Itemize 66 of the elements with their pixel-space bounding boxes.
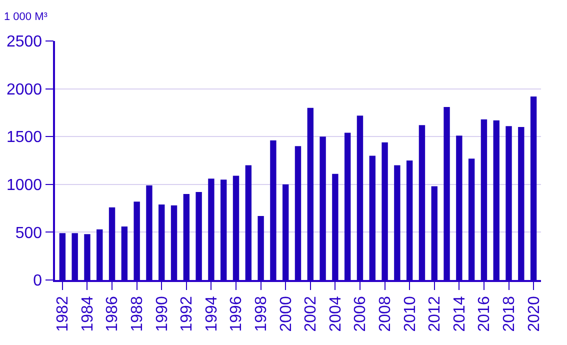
- bar: [382, 142, 388, 280]
- x-tick-label: 2008: [376, 296, 394, 332]
- bar: [282, 184, 289, 280]
- bar: [294, 146, 302, 280]
- bar: [183, 194, 190, 280]
- bar: [134, 202, 140, 280]
- bar: [258, 216, 264, 280]
- x-tick-label: 1982: [54, 296, 72, 332]
- x-tick-label: 1986: [104, 296, 122, 332]
- bar: [170, 205, 178, 280]
- bar: [220, 180, 227, 280]
- bar: [208, 178, 214, 280]
- x-tick-label: 1996: [228, 296, 246, 332]
- y-axis-title: 1 000 M³: [4, 11, 48, 23]
- x-tick-label: 1994: [203, 296, 220, 332]
- x-tick-label: 1984: [79, 296, 96, 332]
- x-tick-label: 1998: [253, 296, 270, 332]
- bar: [96, 229, 103, 280]
- bar: [146, 185, 152, 280]
- bar: [418, 125, 426, 280]
- x-tick-label: 1992: [178, 296, 196, 332]
- y-tick-label: 1500: [6, 129, 42, 146]
- y-tick-label: 0: [33, 272, 42, 290]
- x-tick-label: 2000: [278, 296, 295, 332]
- bar: [356, 116, 364, 280]
- bar: [332, 174, 338, 280]
- y-tick-label: 1000: [6, 177, 42, 194]
- bar: [369, 156, 376, 280]
- bar: [320, 136, 326, 280]
- x-tick-label: 1990: [154, 296, 171, 332]
- x-tick-label: 2010: [402, 296, 419, 332]
- bar: [245, 165, 252, 280]
- bar: [468, 158, 475, 280]
- x-tick-label: 2002: [302, 296, 320, 332]
- bar: [72, 233, 78, 280]
- x-tick-label: 2020: [526, 296, 543, 332]
- bar: [530, 96, 537, 280]
- y-tick-label: 500: [15, 224, 42, 242]
- bar: [158, 204, 165, 280]
- y-tick-label: 2500: [6, 34, 42, 51]
- bar: [196, 192, 202, 280]
- bar: [344, 132, 351, 280]
- bar: [493, 120, 500, 280]
- bar: [456, 136, 462, 280]
- bar: [394, 165, 400, 280]
- x-tick-label: 2018: [500, 296, 518, 332]
- bar: [480, 119, 488, 280]
- bar: [270, 140, 276, 280]
- bar: [518, 127, 524, 280]
- bar: [232, 176, 240, 280]
- x-tick-label: 2012: [426, 296, 444, 332]
- bar: [506, 126, 512, 280]
- y-tick-label: 2000: [6, 81, 42, 98]
- bar: [431, 186, 438, 280]
- bar: [59, 233, 66, 280]
- x-tick-label: 2014: [451, 296, 468, 332]
- bar: [108, 207, 116, 280]
- bar: [307, 108, 314, 280]
- bar: [121, 226, 128, 280]
- bar: [406, 160, 413, 280]
- bar: [84, 234, 90, 280]
- x-tick-label: 2016: [476, 296, 494, 332]
- x-tick-label: 2006: [352, 296, 370, 332]
- x-tick-label: 2004: [327, 296, 344, 332]
- x-tick-label: 1988: [129, 296, 146, 332]
- bar: [444, 106, 450, 280]
